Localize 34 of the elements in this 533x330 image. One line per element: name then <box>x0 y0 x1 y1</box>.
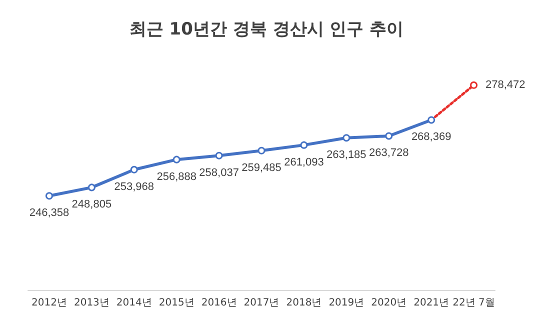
x-tick-label: 2014년 <box>116 298 152 308</box>
x-tick-label: 2013년 <box>74 298 110 308</box>
chart-title: 최근 10년간 경북 경산시 인구 추이 <box>129 20 404 40</box>
data-label: 268,369 <box>411 131 452 144</box>
point <box>258 146 266 154</box>
data-label: 248,805 <box>72 198 112 211</box>
data-label: 258,037 <box>199 166 239 179</box>
x-tick-label: 2017년 <box>244 298 280 308</box>
data-label: 259,485 <box>242 162 282 174</box>
data-label: 261,093 <box>284 156 324 168</box>
x-tick-label: 22년 7월 <box>452 298 495 308</box>
point <box>88 184 96 192</box>
data-label: 253,968 <box>114 180 154 193</box>
point <box>385 132 393 140</box>
point <box>172 156 180 164</box>
x-tick-label: 2015년 <box>158 298 194 308</box>
data-label: 278,472 <box>486 79 526 92</box>
point <box>130 166 138 174</box>
point <box>45 192 53 200</box>
point <box>342 134 350 142</box>
data-label: 246,358 <box>29 207 70 220</box>
point <box>428 116 436 124</box>
x-tick-label: 2020년 <box>371 298 407 308</box>
x-tick-label: 2021년 <box>414 298 450 308</box>
data-label: 263,728 <box>368 147 409 160</box>
x-tick-label: 2016년 <box>201 298 237 308</box>
data-label: 263,185 <box>326 149 366 162</box>
point <box>470 81 478 89</box>
x-tick-label: 2018년 <box>286 298 322 308</box>
point <box>300 141 308 149</box>
data-label: 256,888 <box>156 170 196 183</box>
point <box>215 152 223 160</box>
x-tick-label: 2019년 <box>328 298 364 308</box>
x-tick-label: 2012년 <box>32 298 67 308</box>
